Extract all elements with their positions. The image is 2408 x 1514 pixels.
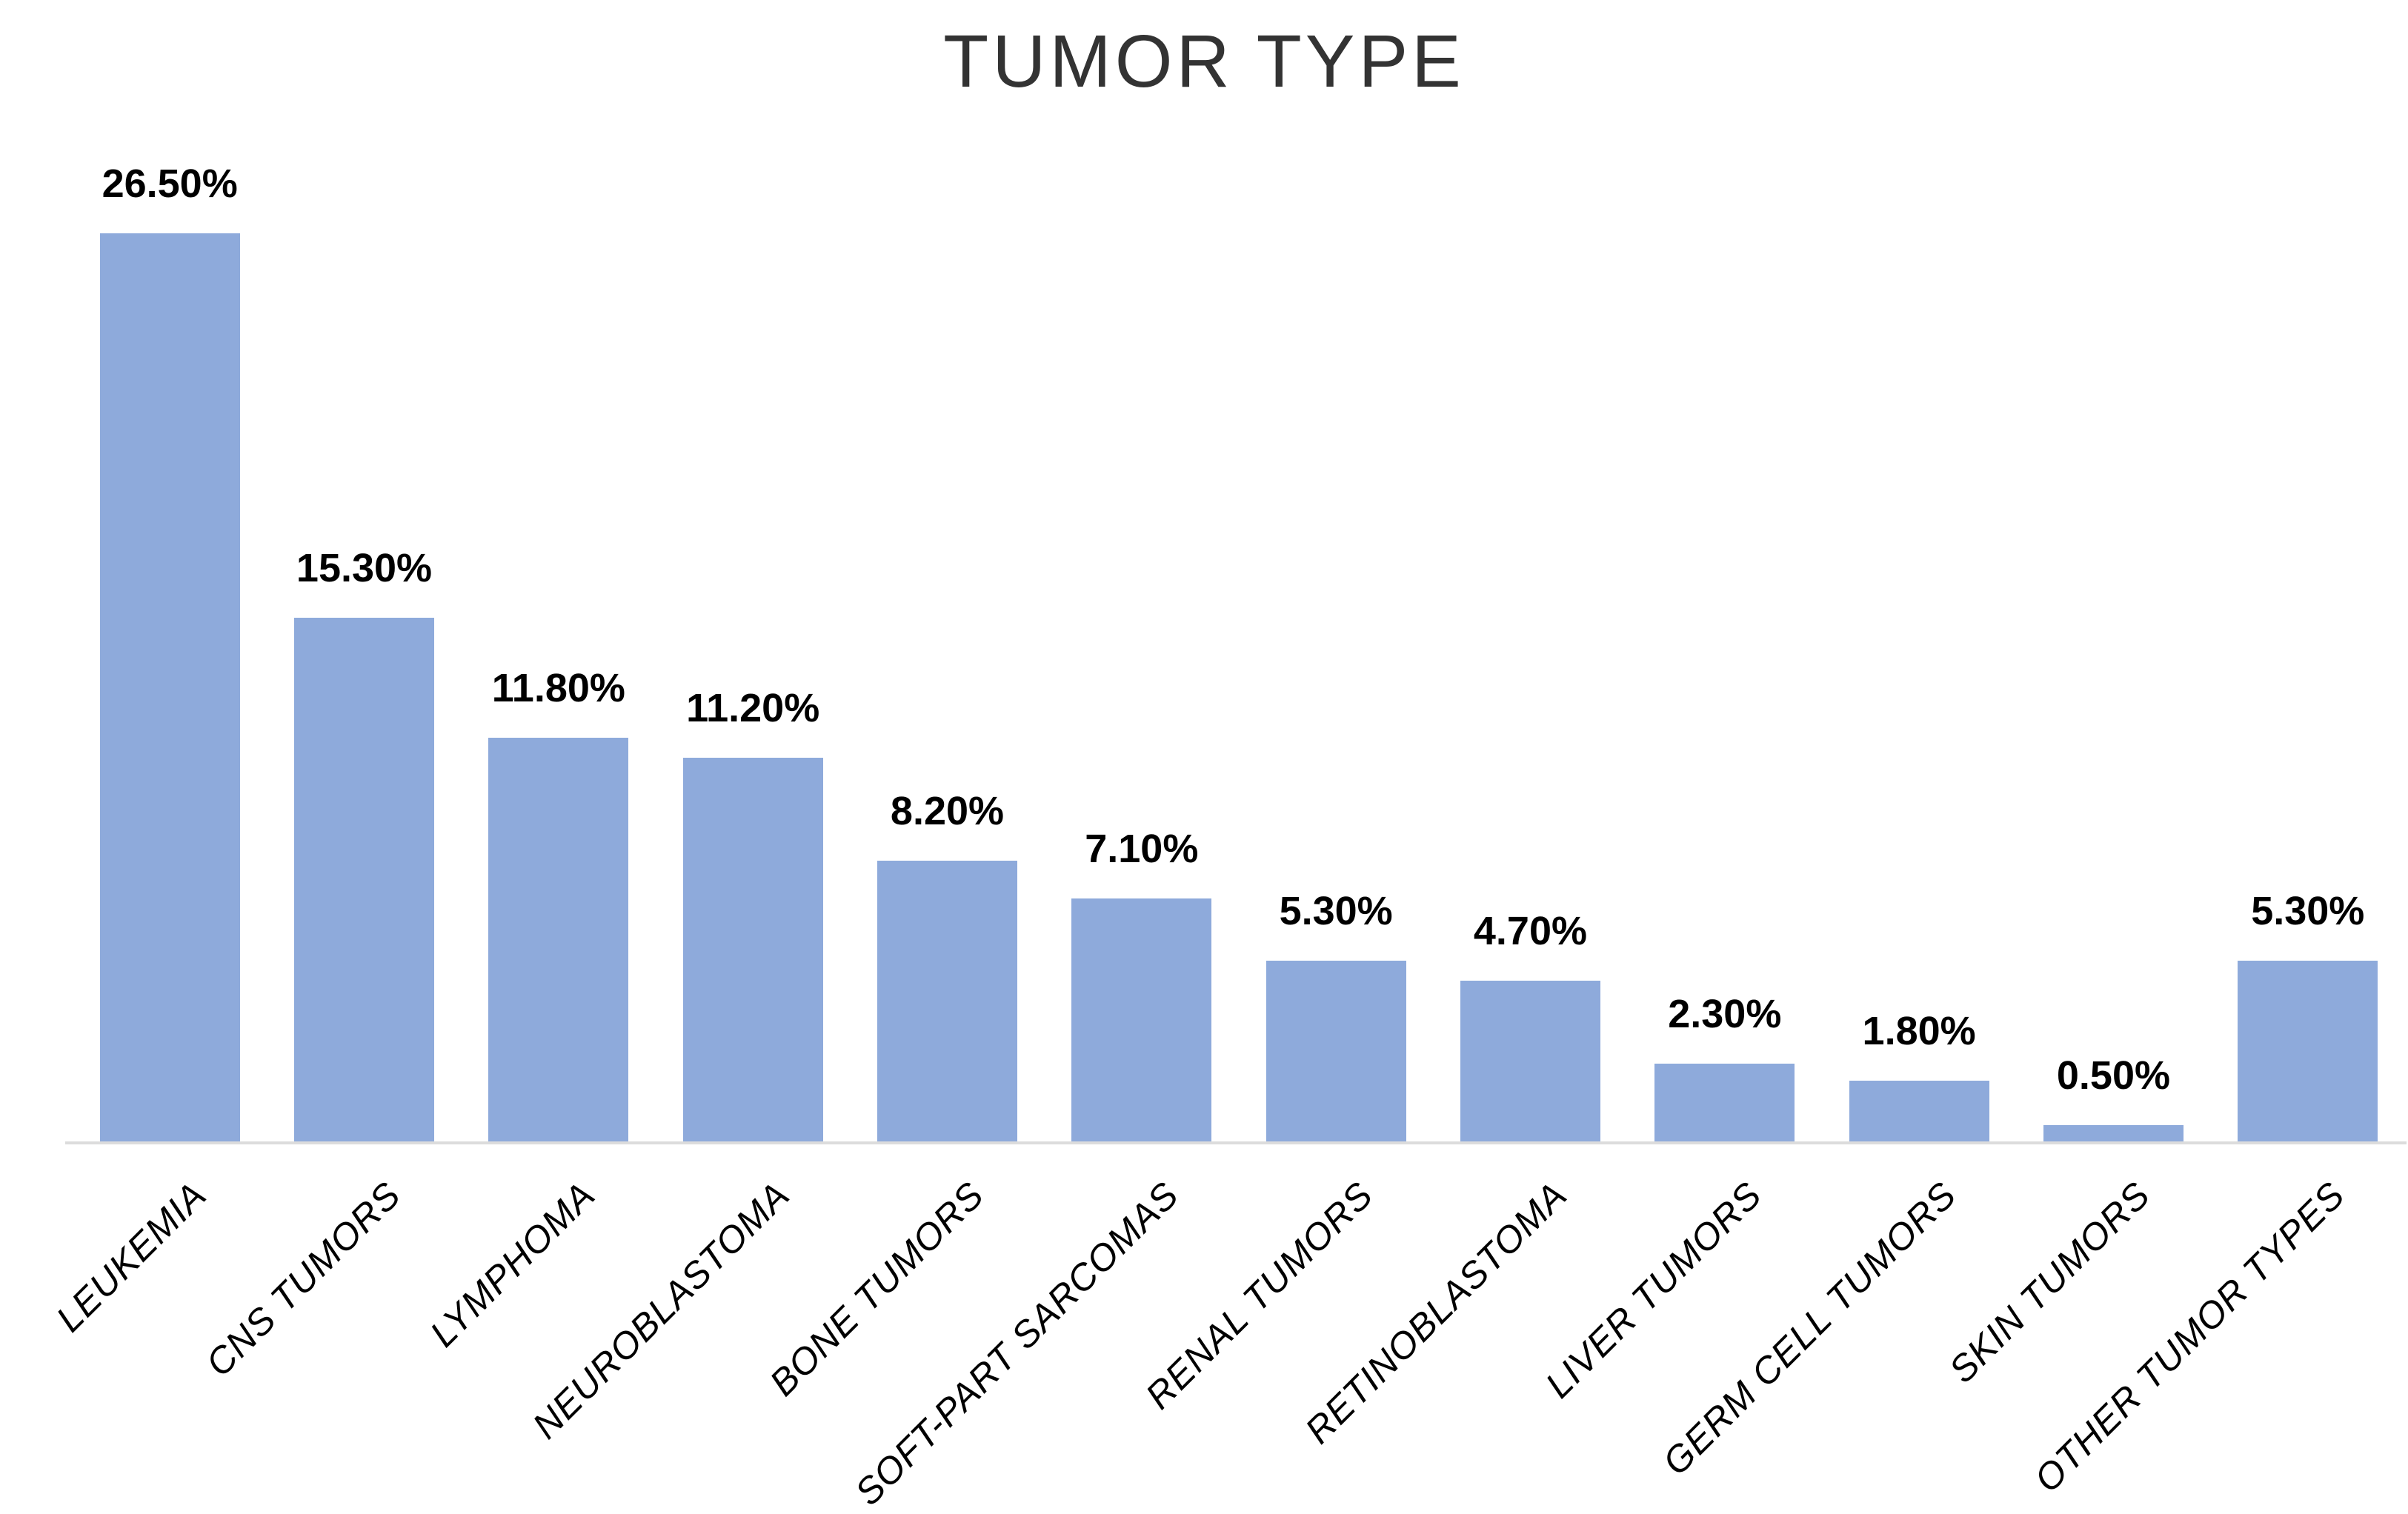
bars-row: 26.50% LEUKEMIA 15.30% CNS TUMORS 11.80%… [73, 0, 2405, 1142]
bar [488, 738, 628, 1142]
bar [877, 861, 1017, 1142]
category-label: LEUKEMIA [48, 1173, 215, 1340]
category-label: OTHER TUMOR TYPES [2026, 1173, 2353, 1501]
bar [100, 233, 240, 1142]
bar [1654, 1064, 1795, 1142]
bar-slot: 1.80% GERM CELL TUMORS [1822, 0, 2016, 1142]
x-axis-line [65, 1141, 2407, 1144]
bar-value-label: 5.30% [2162, 888, 2408, 934]
bar-slot: 5.30% RENAL TUMORS [1239, 0, 1433, 1142]
bar-slot: 5.30% OTHER TUMOR TYPES [2211, 0, 2405, 1142]
bar-slot: 8.20% BONE TUMORS [850, 0, 1044, 1142]
category-label: SOFT-PART SARCOMAS [846, 1173, 1187, 1514]
category-label: BONE TUMORS [761, 1173, 992, 1404]
bar [1266, 961, 1406, 1142]
bar-slot: 11.80% LYMPHOMA [462, 0, 656, 1142]
bar-slot: 4.70% RETINOBLASTOMA [1433, 0, 1627, 1142]
bar-slot: 7.10% SOFT-PART SARCOMAS [1045, 0, 1239, 1142]
bar [2238, 961, 2378, 1142]
category-label: SKIN TUMORS [1940, 1173, 2158, 1391]
bar-slot: 0.50% SKIN TUMORS [2016, 0, 2210, 1142]
category-label: LYMPHOMA [422, 1173, 604, 1355]
bar-slot: 2.30% LIVER TUMORS [1628, 0, 1822, 1142]
category-label: CNS TUMORS [198, 1173, 410, 1385]
bar-slot: 15.30% CNS TUMORS [267, 0, 461, 1142]
bar [2043, 1125, 2184, 1142]
bar-slot: 11.20% NEUROBLASTOMA [656, 0, 850, 1142]
bar [1071, 898, 1211, 1142]
